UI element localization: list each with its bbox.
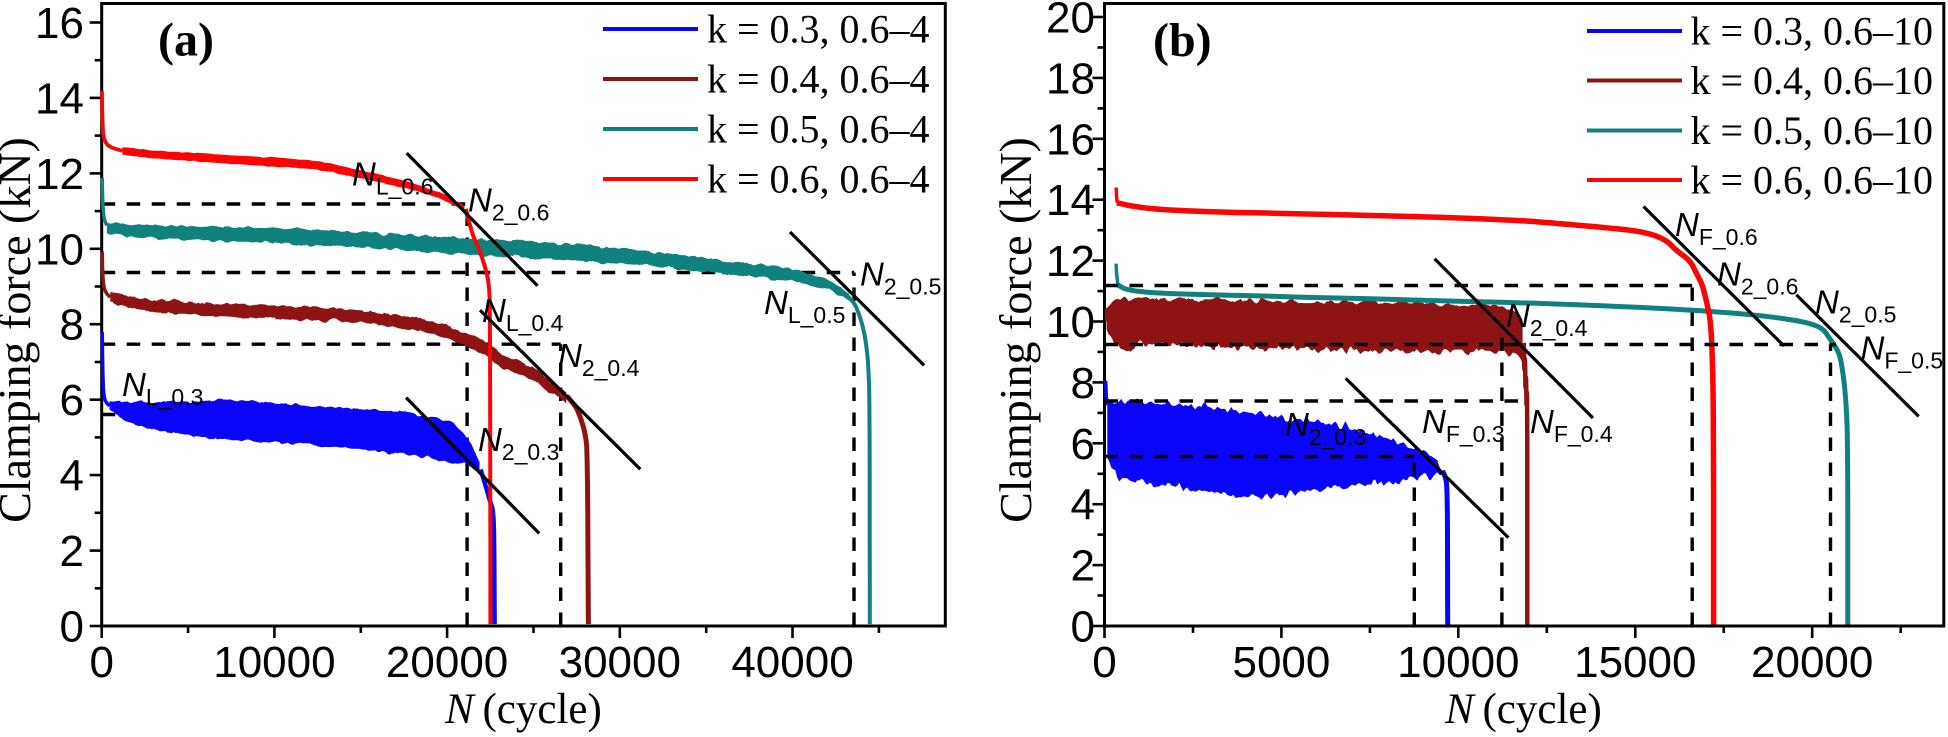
svg-text:k = 0.4, 0.6–10: k = 0.4, 0.6–10 bbox=[1691, 58, 1934, 103]
svg-text:12: 12 bbox=[1046, 237, 1095, 286]
svg-text:k = 0.3, 0.6–10: k = 0.3, 0.6–10 bbox=[1691, 9, 1934, 54]
svg-text:0: 0 bbox=[60, 603, 84, 652]
svg-text:14: 14 bbox=[1046, 176, 1095, 225]
svg-text:k = 0.5, 0.6–10: k = 0.5, 0.6–10 bbox=[1691, 108, 1934, 153]
svg-text:10: 10 bbox=[35, 225, 84, 274]
svg-text:16: 16 bbox=[1046, 115, 1095, 164]
svg-text:30000: 30000 bbox=[559, 638, 681, 687]
svg-text:Clamping force (kN): Clamping force (kN) bbox=[0, 137, 40, 523]
svg-text:10: 10 bbox=[1046, 298, 1095, 347]
svg-text:10000: 10000 bbox=[1397, 638, 1519, 687]
svg-text:10000: 10000 bbox=[213, 638, 335, 687]
svg-text:20000: 20000 bbox=[386, 638, 508, 687]
svg-text:N (cycle): N (cycle) bbox=[1444, 686, 1602, 733]
svg-text:4: 4 bbox=[1071, 481, 1095, 530]
svg-text:(b): (b) bbox=[1153, 14, 1212, 67]
svg-text:16: 16 bbox=[35, 0, 84, 48]
svg-text:40000: 40000 bbox=[731, 638, 853, 687]
svg-text:0: 0 bbox=[89, 638, 113, 687]
svg-text:k = 0.6, 0.6–4: k = 0.6, 0.6–4 bbox=[707, 157, 930, 202]
svg-text:2: 2 bbox=[1071, 542, 1095, 591]
svg-text:Clamping force (kN): Clamping force (kN) bbox=[990, 137, 1041, 523]
svg-text:5000: 5000 bbox=[1232, 638, 1330, 687]
svg-text:20000: 20000 bbox=[1751, 638, 1873, 687]
svg-text:8: 8 bbox=[1071, 359, 1095, 408]
svg-text:0: 0 bbox=[1092, 638, 1116, 687]
svg-text:4: 4 bbox=[60, 452, 84, 501]
svg-text:(a): (a) bbox=[158, 14, 214, 67]
svg-text:18: 18 bbox=[1046, 54, 1095, 103]
svg-text:k = 0.6, 0.6–10: k = 0.6, 0.6–10 bbox=[1691, 158, 1934, 203]
svg-text:N (cycle): N (cycle) bbox=[444, 686, 602, 733]
svg-text:k = 0.5, 0.6–4: k = 0.5, 0.6–4 bbox=[707, 107, 930, 152]
svg-text:14: 14 bbox=[35, 74, 84, 123]
svg-text:20: 20 bbox=[1046, 0, 1095, 43]
svg-text:6: 6 bbox=[1071, 420, 1095, 469]
svg-text:0: 0 bbox=[1071, 603, 1095, 652]
svg-text:k = 0.3, 0.6–4: k = 0.3, 0.6–4 bbox=[707, 7, 930, 52]
svg-text:2: 2 bbox=[60, 527, 84, 576]
svg-text:k = 0.4, 0.6–4: k = 0.4, 0.6–4 bbox=[707, 57, 930, 102]
svg-text:12: 12 bbox=[35, 150, 84, 199]
svg-text:8: 8 bbox=[60, 301, 84, 350]
svg-text:6: 6 bbox=[60, 376, 84, 425]
svg-text:15000: 15000 bbox=[1574, 638, 1696, 687]
